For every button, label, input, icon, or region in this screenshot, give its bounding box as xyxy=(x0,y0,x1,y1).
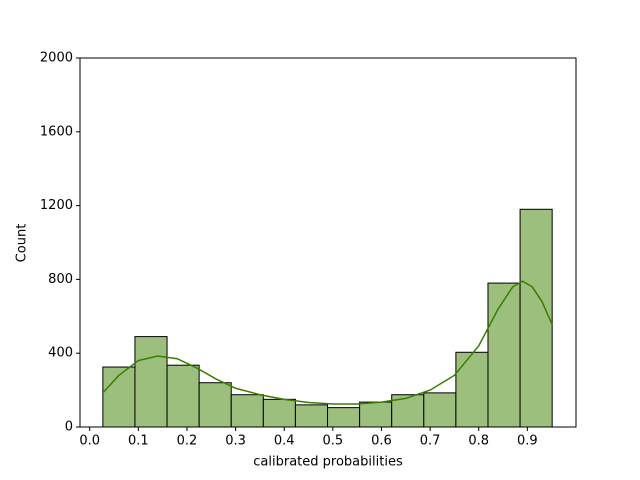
y-tick-label: 400 xyxy=(48,346,73,361)
bar xyxy=(327,407,361,428)
bar xyxy=(166,364,200,428)
x-tick-label: 0.2 xyxy=(177,434,198,449)
y-tick-label: 1200 xyxy=(40,198,73,213)
x-tick-label: 0.7 xyxy=(420,434,441,449)
x-tick-label: 0.9 xyxy=(517,434,538,449)
bar xyxy=(294,404,329,428)
y-axis-label: Count xyxy=(15,224,30,263)
plot-frame xyxy=(79,57,577,428)
bar xyxy=(134,336,168,428)
bar xyxy=(230,394,264,428)
bar xyxy=(102,366,136,428)
bar xyxy=(519,208,553,428)
y-tick-label: 2000 xyxy=(40,51,73,66)
y-tick-label: 800 xyxy=(48,272,73,287)
bar xyxy=(198,382,232,428)
x-tick-label: 0.3 xyxy=(225,434,246,449)
bar xyxy=(359,401,393,428)
x-axis-label: calibrated probabilities xyxy=(253,455,403,470)
bar xyxy=(487,282,521,428)
x-tick-label: 0.4 xyxy=(274,434,295,449)
x-tick-label: 0.5 xyxy=(323,434,344,449)
bar xyxy=(262,398,296,428)
kde-line xyxy=(102,280,553,405)
x-tick-label: 0.1 xyxy=(128,434,149,449)
y-tick-label: 1600 xyxy=(40,124,73,139)
x-tick-label: 0.8 xyxy=(468,434,489,449)
bar xyxy=(423,392,457,428)
y-tick-label: 0 xyxy=(65,420,73,435)
bar xyxy=(455,351,489,428)
x-tick-label: 0.0 xyxy=(79,434,100,449)
x-tick-label: 0.6 xyxy=(371,434,392,449)
